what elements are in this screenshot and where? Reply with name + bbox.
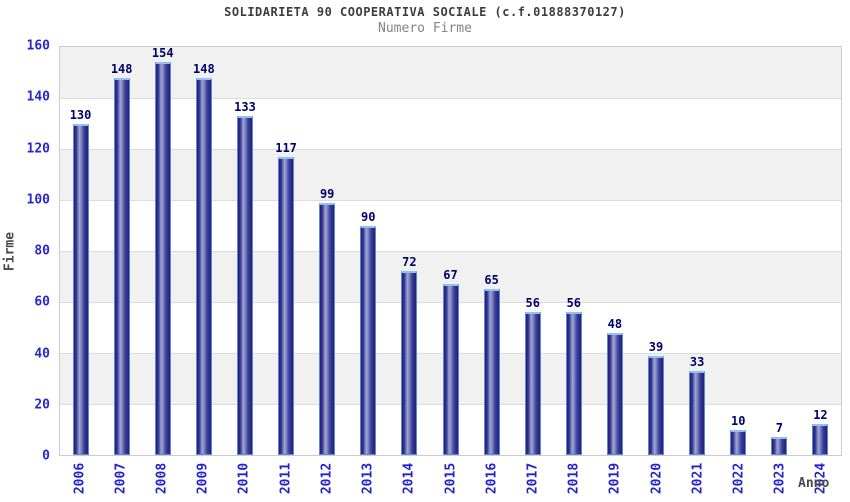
x-axis-label: Anno bbox=[798, 476, 830, 491]
chart-title: SOLIDARIETA 90 COOPERATIVA SOCIALE (c.f.… bbox=[224, 5, 626, 19]
bar-fill bbox=[401, 271, 418, 455]
y-tick-label: 140 bbox=[26, 89, 50, 105]
bar-fill bbox=[278, 156, 295, 455]
bar-value-label: 56 bbox=[525, 296, 540, 311]
bar-2007: 148 bbox=[111, 63, 133, 455]
x-tick-label: 2006 bbox=[72, 462, 88, 495]
bar-value-label: 48 bbox=[607, 316, 623, 331]
y-tick-label: 0 bbox=[42, 448, 50, 464]
y-tick-label: 60 bbox=[34, 294, 50, 310]
bar-fill bbox=[524, 312, 541, 455]
x-tick-label: 2008 bbox=[154, 462, 170, 495]
bar-value-label: 117 bbox=[275, 140, 297, 155]
y-axis-ticks: 0 20 40 60 80 100 120 140 160 bbox=[0, 40, 50, 463]
bar-value-label: 72 bbox=[402, 255, 417, 270]
bar-fill bbox=[771, 437, 788, 455]
bar-2016: 65 bbox=[483, 274, 500, 455]
bar-2006: 130 bbox=[70, 109, 91, 455]
x-axis-labels: 2006 2007 2008 2009 2010 2011 2012 2013 2014 2015… bbox=[59, 456, 842, 502]
bar-value-label: 7 bbox=[775, 421, 783, 436]
x-tick-label: 2017 bbox=[525, 462, 541, 495]
y-tick-label: 40 bbox=[34, 346, 50, 361]
bar-2010: 133 bbox=[234, 101, 256, 455]
bar-value-label: 56 bbox=[566, 296, 582, 311]
x-tick-label: 2012 bbox=[319, 462, 335, 495]
y-tick-label: 120 bbox=[26, 141, 50, 156]
bar-value-label: 65 bbox=[484, 273, 499, 288]
chart-subtitle: Numero Firme bbox=[378, 21, 472, 36]
y-tick-label: 160 bbox=[26, 38, 50, 54]
plot-area: 130 148 154 148 133 117 99 90 72 67 65 56 56 48 39 33 10… bbox=[59, 46, 842, 456]
y-tick-label: 80 bbox=[34, 243, 50, 259]
bar-fill bbox=[730, 429, 747, 455]
bar-2009: 148 bbox=[193, 63, 215, 455]
x-tick-label: 2010 bbox=[236, 462, 252, 495]
bar-value-label: 12 bbox=[813, 408, 828, 423]
gridline bbox=[60, 98, 841, 99]
bar-2023: 7 bbox=[771, 422, 788, 455]
x-tick-label: 2021 bbox=[690, 462, 706, 495]
x-tick-label: 2014 bbox=[401, 462, 417, 495]
bar-value-label: 148 bbox=[110, 61, 133, 76]
bar-fill bbox=[689, 370, 706, 455]
bar-fill bbox=[236, 115, 253, 455]
bar-fill bbox=[565, 312, 582, 455]
x-tick-label: 2020 bbox=[649, 462, 665, 495]
bar-2019: 48 bbox=[606, 318, 623, 455]
bar-2013: 90 bbox=[360, 211, 377, 455]
bar-value-label: 10 bbox=[731, 413, 746, 428]
bar-value-label: 90 bbox=[361, 209, 376, 224]
bar-fill bbox=[648, 355, 665, 455]
bar-fill bbox=[606, 332, 623, 455]
bar-2017: 56 bbox=[524, 297, 541, 455]
gridline bbox=[60, 200, 841, 201]
gridline bbox=[60, 149, 841, 150]
bar-value-label: 130 bbox=[69, 107, 92, 122]
bar-fill bbox=[442, 284, 459, 455]
bar-value-label: 154 bbox=[151, 46, 174, 61]
bar-2020: 39 bbox=[648, 341, 665, 455]
bar-2015: 67 bbox=[442, 269, 459, 455]
x-tick-label: 2015 bbox=[443, 462, 458, 495]
x-tick-label: 2022 bbox=[731, 462, 747, 495]
x-tick-label: 2023 bbox=[772, 462, 788, 495]
bar-fill bbox=[812, 424, 829, 455]
x-tick-label: 2016 bbox=[484, 462, 500, 495]
x-tick-label: 2011 bbox=[278, 462, 294, 495]
bar-fill bbox=[360, 225, 377, 455]
bar-value-label: 33 bbox=[689, 354, 705, 369]
bar-2014: 72 bbox=[401, 256, 418, 455]
bar-fill bbox=[154, 62, 171, 455]
y-tick-label: 100 bbox=[26, 192, 50, 208]
bar-2018: 56 bbox=[565, 297, 582, 455]
bar-2024: 12 bbox=[812, 409, 829, 455]
bar-fill bbox=[72, 123, 89, 455]
bar-2011: 117 bbox=[275, 142, 297, 455]
x-tick-label: 2007 bbox=[113, 462, 129, 495]
bar-value-label: 133 bbox=[234, 99, 256, 114]
bar-value-label: 99 bbox=[319, 186, 335, 201]
bar-2008: 154 bbox=[152, 47, 174, 455]
x-tick-label: 2018 bbox=[566, 462, 582, 495]
bar-fill bbox=[113, 77, 130, 455]
bar-2021: 33 bbox=[689, 356, 706, 455]
x-tick-label: 2013 bbox=[360, 462, 376, 495]
bar-2022: 10 bbox=[730, 415, 747, 455]
x-tick-label: 2019 bbox=[607, 462, 623, 495]
bar-fill bbox=[195, 77, 212, 455]
bar-value-label: 67 bbox=[443, 268, 458, 283]
y-tick-label: 20 bbox=[34, 397, 50, 413]
bar-value-label: 148 bbox=[193, 61, 215, 76]
x-tick-label: 2009 bbox=[195, 462, 211, 495]
bar-2012: 99 bbox=[319, 188, 336, 455]
bar-fill bbox=[319, 202, 336, 455]
bar-value-label: 39 bbox=[648, 339, 664, 354]
gridline bbox=[60, 251, 841, 252]
bar-fill bbox=[483, 289, 500, 455]
